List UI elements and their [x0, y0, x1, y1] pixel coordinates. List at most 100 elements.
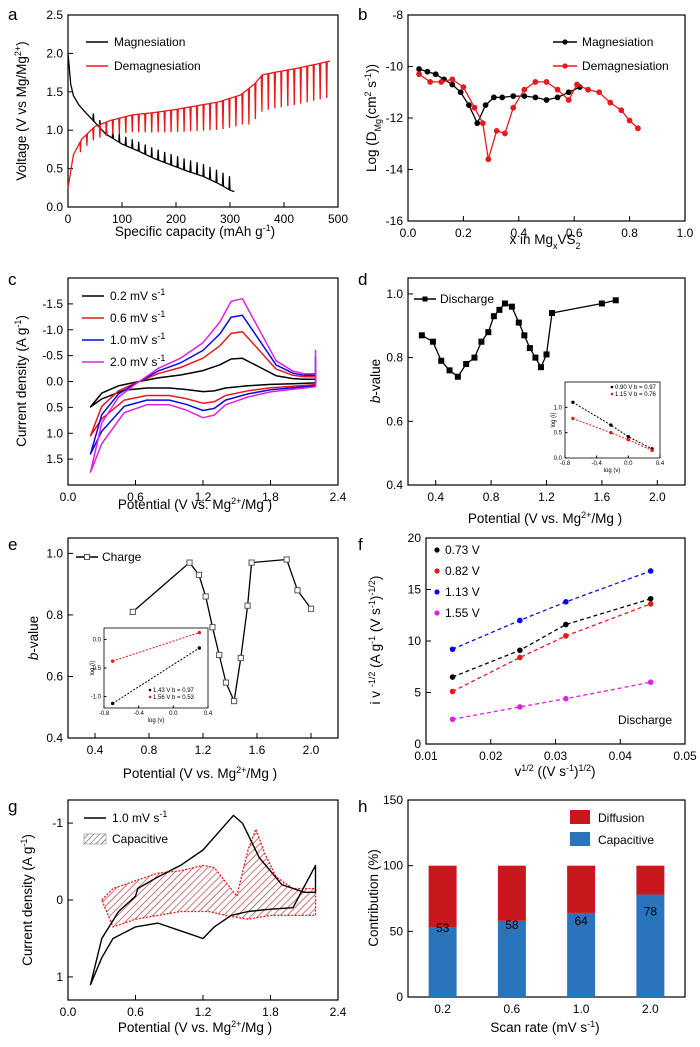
- panel-e-inset-xtick-label: 0.4: [204, 711, 213, 717]
- panel-c-axes-frame: [67, 277, 339, 486]
- demagnesiation-point: [493, 127, 500, 134]
- fit-line-1: [452, 598, 651, 678]
- data-point-4: [517, 704, 523, 710]
- panel-c-xtick-label: 0.0: [60, 490, 77, 504]
- panel-e-inset-ytick-label: -1.0: [91, 695, 102, 701]
- demagnesiation-point: [460, 84, 467, 90]
- demagnesiation-point: [416, 71, 422, 78]
- panel-d-ytick-label: 1.0: [386, 287, 403, 301]
- panel-g-xtick-label: 0.0: [60, 1005, 77, 1019]
- bar-capacitive: [428, 927, 457, 997]
- panel-a-xtick-label: 100: [112, 212, 132, 226]
- discharge-annotation: Discharge: [618, 713, 672, 727]
- y-axis-label-g: Current density (A g-1): [19, 834, 35, 966]
- inset-x-axis-label: log (v): [604, 468, 621, 474]
- panel-letter-g: g: [8, 797, 17, 816]
- discharge-point: [418, 332, 425, 339]
- legend-label-charge: Charge: [102, 550, 142, 564]
- panel-b-xtick-label: 0.6: [566, 226, 583, 240]
- panel-d-axes-frame: [407, 277, 686, 486]
- inset-point-1: [626, 435, 631, 439]
- inset-legend-label-2: 1.15 V b = 0.76: [615, 392, 657, 398]
- panel-f-xtick-label: 0.01: [414, 749, 438, 763]
- panel-h-ytick-label: 0: [396, 990, 403, 1004]
- demagnesiation-point: [479, 120, 486, 127]
- panel-letter-a: a: [8, 5, 18, 24]
- x-axis-label-h: Scan rate (mV s-1): [490, 1019, 599, 1035]
- panel-a-xtick-label: 200: [166, 212, 186, 226]
- demagnesiation-line: [67, 60, 331, 188]
- panel-d-ytick-label: 0.6: [386, 414, 403, 428]
- panel-c-xtick-label: 1.2: [195, 490, 212, 504]
- panel-a-ytick-label: 0.5: [46, 162, 63, 176]
- magnesiation-point: [432, 71, 439, 78]
- y-axis-label-d: b-value: [368, 359, 383, 403]
- legend-label-scanrate-3: 1.0 mV s-1: [110, 331, 165, 347]
- y-axis-label-f: i v -1/2 (A g-1 (V s-1)-1/2): [367, 576, 383, 705]
- charge-point: [294, 587, 301, 594]
- legend-label-demagnesiation: Demagnesiation: [582, 59, 669, 73]
- demagnesiation-point: [502, 130, 508, 137]
- panel-d-inset-xtick-label: 0.0: [624, 461, 633, 467]
- bar-data-label: 78: [644, 905, 658, 919]
- legend-label-scanrate-2: 0.6 mV s-1: [110, 309, 165, 325]
- panel-a-xtick-label: 400: [274, 212, 294, 226]
- panel-letter-e: e: [8, 535, 17, 554]
- panel-f-ytick-label: 20: [408, 531, 422, 545]
- charge-point: [237, 654, 244, 662]
- data-point-2: [517, 654, 523, 661]
- x-axis-label-c: Potential (V vs. Mg2+/Mg ): [118, 496, 272, 512]
- panel-e-inset-xtick-label: -0.8: [99, 711, 110, 717]
- data-point-4: [563, 695, 569, 702]
- legend-label-2: 0.82 V: [445, 564, 480, 578]
- y-axis-label-h: Contribution (%): [366, 849, 381, 947]
- discharge-point: [515, 319, 522, 326]
- panel-b-xtick-label: 1.0: [677, 226, 694, 240]
- x-axis-label-e: Potential (V vs. Mg2+/Mg ): [123, 765, 277, 781]
- magnesiation-line: [67, 53, 235, 193]
- bar-data-label: 58: [505, 918, 519, 932]
- bar-diffusion: [497, 865, 526, 921]
- magnesiation-point: [424, 68, 431, 75]
- panel-a-ytick-label: 1.0: [46, 123, 63, 137]
- panel-b-ytick-label: -16: [386, 214, 404, 228]
- y-axis-label-b: Log (DMg(cm2 s-1)): [363, 64, 383, 172]
- fit-line-4: [452, 681, 651, 720]
- charge-point: [248, 559, 255, 566]
- data-point-3: [449, 646, 456, 653]
- legend-label-demagnesiation: Demagnesiation: [114, 59, 201, 73]
- panel-g-xtick-label: 0.6: [127, 1005, 144, 1019]
- discharge-point: [463, 360, 470, 367]
- panel-c-ytick-label: -1.0: [42, 323, 63, 337]
- magnesiation-point: [565, 89, 572, 96]
- panel-h-axes-frame: [407, 799, 686, 998]
- inset-point-2: [110, 659, 115, 663]
- panel-e-ytick-label: 0.6: [46, 669, 63, 683]
- legend-label-magnesiation: Magnesiation: [114, 35, 185, 49]
- charge-point: [195, 571, 203, 579]
- panel-letter-h: h: [358, 797, 367, 816]
- magnesiation-point: [532, 94, 539, 101]
- cv-loop-4: [89, 297, 317, 473]
- panel-a-ytick-label: 2.5: [46, 8, 63, 22]
- panel-b-ytick-label: -12: [386, 111, 404, 125]
- panel-e-ytick-label: 0.4: [46, 731, 63, 745]
- panel-d-inset-axes-frame: [564, 381, 661, 459]
- legend-swatch-diffusion: [570, 810, 590, 824]
- bar-data-label: 53: [436, 921, 450, 935]
- magnesiation-point: [466, 102, 472, 109]
- legend-label-discharge: Discharge: [440, 292, 494, 306]
- legend-label-magnesiation: Magnesiation: [582, 35, 653, 49]
- discharge-point: [501, 300, 508, 307]
- inset-point-1: [571, 400, 575, 404]
- discharge-point: [612, 297, 619, 304]
- discharge-point: [438, 357, 445, 364]
- panel-f-ytick-label: 0: [414, 737, 421, 751]
- panel-e-xtick-label: 1.6: [249, 743, 266, 757]
- discharge-point: [454, 373, 461, 380]
- panel-a-axes-frame: [67, 14, 339, 208]
- discharge-point: [549, 310, 556, 317]
- panel-a-ytick-label: 1.5: [46, 85, 63, 99]
- panel-f-xtick-label: 0.02: [479, 749, 503, 763]
